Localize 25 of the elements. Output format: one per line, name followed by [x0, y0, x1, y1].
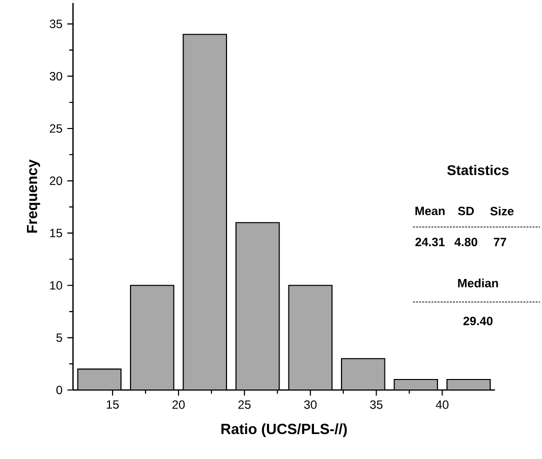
annotation: 24.31	[415, 238, 445, 246]
annotation: 4.80	[454, 238, 478, 246]
annotation: Median	[458, 278, 498, 288]
annotation: Size	[490, 206, 514, 216]
x-tick-label: 20	[172, 400, 185, 409]
y-tick-label: 15	[50, 228, 62, 238]
y-tick-label: 30	[50, 72, 62, 80]
annotation: Mean	[415, 206, 445, 216]
y-tick-label: 10	[50, 281, 62, 290]
annotation: 77	[494, 238, 506, 246]
annotation: SD	[458, 206, 474, 216]
y-tick-label: 35	[50, 20, 62, 28]
y-tick-label: 0	[56, 386, 62, 394]
x-tick-label: 15	[106, 400, 119, 409]
y-axis-title: Frequency	[26, 159, 40, 233]
x-axis-title: Ratio (UCS/PLS-//)	[221, 423, 347, 438]
x-tick-label: 30	[304, 400, 317, 409]
annotation: Statistics	[447, 164, 509, 176]
x-tick-label: 40	[436, 400, 448, 409]
y-tick-label: 20	[50, 176, 62, 186]
y-tick-label: 5	[56, 334, 62, 342]
annotation: 29.40	[463, 316, 493, 326]
y-tick-label: 25	[50, 124, 62, 133]
x-tick-label: 35	[370, 400, 382, 409]
x-tick-label: 25	[238, 400, 251, 409]
